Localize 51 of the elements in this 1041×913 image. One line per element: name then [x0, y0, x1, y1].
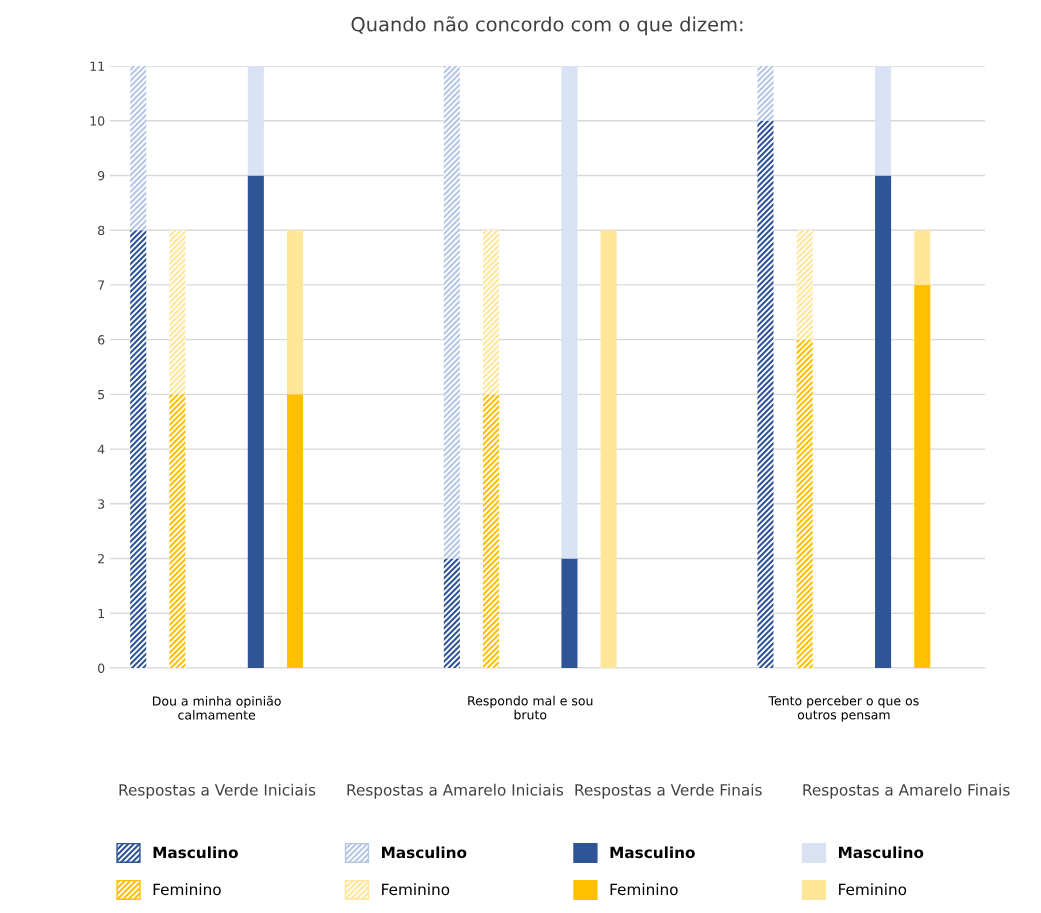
text: Respostas a Amarelo Iniciais — [347, 783, 564, 799]
bar — [130, 230, 147, 668]
legend-label: Masculino — [153, 846, 238, 859]
text: Respostas a Verde Iniciais — [119, 783, 316, 799]
text: Respostas a Amarelo Finais — [803, 783, 1010, 799]
chart-title: Quando não concordo com o que dizem: — [351, 16, 743, 36]
x-tick-label: Tento perceber o que os outros pensam — [768, 695, 919, 722]
bar — [757, 120, 774, 668]
bar — [914, 284, 931, 668]
x-tick-label: Dou a minha opinião calmamente — [153, 695, 281, 720]
bar — [796, 339, 813, 668]
bar — [875, 66, 892, 176]
y-tick-label: 7 — [98, 280, 105, 290]
bar — [443, 558, 460, 668]
y-tick-label: 4 — [97, 444, 105, 454]
bar — [169, 394, 186, 668]
legend-label: Feminino — [610, 883, 678, 896]
y-tick-label: 6 — [98, 335, 105, 345]
bar — [169, 230, 186, 395]
bar — [600, 230, 617, 668]
bar — [796, 230, 813, 340]
legend-label: Feminino — [153, 883, 221, 896]
bar — [561, 558, 578, 668]
x-tick-label: Respondo mal e sou bruto — [468, 695, 593, 720]
y-tick-label: 11 — [90, 61, 104, 71]
bar — [287, 230, 304, 395]
bar — [757, 66, 774, 121]
y-tick-label: 2 — [98, 554, 104, 564]
y-tick-label: 8 — [98, 225, 105, 236]
y-tick-label: 3 — [98, 499, 105, 509]
legend-label: Masculino — [610, 846, 695, 859]
y-tick-label: 5 — [98, 390, 105, 400]
text: Respostas a Verde Finais — [575, 783, 762, 799]
bar — [443, 66, 460, 559]
bar — [247, 175, 264, 668]
y-tick-label: 0 — [98, 663, 105, 673]
bar — [247, 66, 264, 176]
y-tick-label: 10 — [90, 116, 105, 126]
bar — [875, 175, 892, 668]
bar — [483, 230, 500, 395]
y-tick-label: 1 — [98, 608, 104, 619]
bar — [914, 230, 931, 285]
legend-label: Masculino — [382, 846, 467, 859]
legend-label: Feminino — [382, 883, 450, 896]
bar — [130, 66, 147, 231]
bar — [287, 394, 304, 668]
bar — [483, 394, 500, 668]
y-tick-label: 9 — [97, 170, 105, 181]
legend-label: Feminino — [839, 883, 907, 896]
legend-label: Masculino — [838, 846, 924, 859]
bar — [561, 66, 578, 559]
